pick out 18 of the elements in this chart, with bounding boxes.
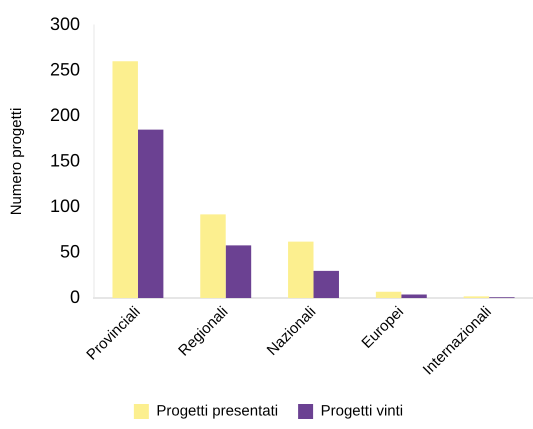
y-tick-label: 300 xyxy=(50,14,80,34)
bar xyxy=(226,245,252,298)
bar xyxy=(288,242,314,298)
bar xyxy=(112,61,138,298)
y-tick-label: 150 xyxy=(50,150,80,170)
y-tick-label: 0 xyxy=(70,287,80,308)
y-tick-label: 200 xyxy=(50,104,80,125)
bar xyxy=(401,294,427,298)
y-tick-label: 100 xyxy=(50,196,80,216)
bar xyxy=(138,130,164,298)
bar xyxy=(376,292,402,298)
legend-label: Progetti presentati xyxy=(156,402,278,420)
y-axis-title: Numero progetti xyxy=(8,108,26,216)
bar xyxy=(200,214,226,298)
y-tick-label: 50 xyxy=(60,242,80,262)
y-tick-label: 250 xyxy=(50,59,80,80)
bar xyxy=(314,270,339,298)
legend-label: Progetti vinti xyxy=(320,402,404,420)
